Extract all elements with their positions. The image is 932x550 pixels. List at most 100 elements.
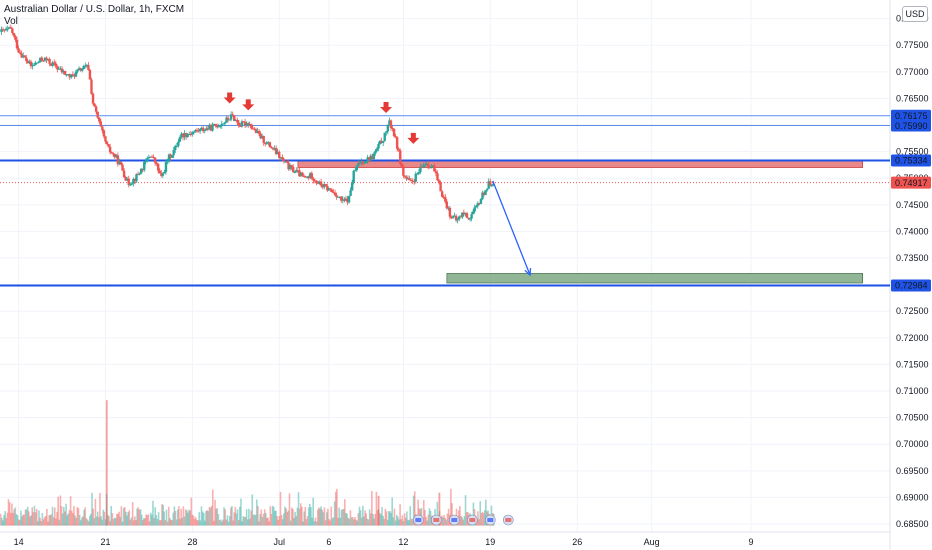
volume-bar — [207, 511, 210, 526]
candle-body — [259, 133, 262, 139]
candle-body — [139, 168, 143, 174]
candle-body — [170, 155, 174, 158]
volume-bar — [170, 519, 172, 526]
volume-bar — [442, 517, 444, 526]
volume-bar — [103, 511, 106, 526]
candle-body — [155, 162, 158, 165]
volume-bar — [258, 521, 260, 526]
volume-bar — [180, 508, 182, 526]
volume-bar — [451, 503, 453, 526]
candle-body — [239, 126, 242, 128]
candle-body — [93, 103, 96, 107]
volume-bar — [313, 521, 316, 526]
symbol-title[interactable]: Australian Dollar / U.S. Dollar, 1h, FXC… — [4, 4, 185, 15]
volume-bar — [2, 520, 4, 526]
current-price-tag: 0.74917 — [895, 178, 928, 188]
candle-body — [107, 144, 110, 147]
volume-bar — [176, 509, 179, 526]
volume-bar — [424, 509, 426, 526]
candle-body — [219, 125, 222, 127]
volume-bar — [272, 506, 275, 526]
volume-bar — [450, 488, 452, 526]
volume-bar — [293, 517, 295, 526]
volume-bar — [224, 509, 226, 526]
candle-body — [14, 35, 17, 40]
candle-body — [360, 160, 363, 164]
candle-body — [39, 57, 42, 62]
candle-body — [198, 128, 202, 132]
volume-bar — [70, 510, 73, 526]
down-arrow-marker[interactable] — [407, 132, 420, 144]
volume-bar — [319, 508, 321, 526]
volume-bar — [199, 520, 202, 526]
candle-body — [309, 173, 312, 179]
candle-body — [395, 137, 399, 149]
candle-body — [164, 162, 168, 172]
volume-bar — [351, 517, 354, 526]
candle-body — [467, 217, 470, 219]
volume-bar — [230, 507, 232, 526]
candle-body — [108, 146, 112, 153]
volume-bar — [269, 506, 272, 526]
volume-bar — [202, 513, 205, 526]
candle-body — [385, 131, 388, 133]
candle-body — [169, 154, 172, 158]
volume-bar — [65, 503, 67, 526]
candle-body — [135, 174, 138, 182]
candle-body — [217, 126, 220, 128]
candle-body — [416, 173, 419, 175]
target-zone[interactable] — [446, 273, 863, 284]
currency-button[interactable]: USD — [902, 6, 928, 22]
volume-bar — [357, 513, 360, 526]
volume-bar — [161, 504, 163, 526]
candle-body — [181, 133, 185, 138]
volume-bar — [350, 517, 353, 526]
volume-indicator-label[interactable]: Vol — [4, 16, 18, 27]
volume-bar — [277, 519, 280, 526]
candle-body — [484, 190, 487, 195]
volume-bar — [297, 492, 300, 526]
volume-bar — [347, 517, 349, 526]
volume-bar — [90, 513, 92, 526]
down-arrow-marker[interactable] — [380, 102, 393, 114]
candle-body — [150, 156, 154, 158]
time-tick-label: 12 — [398, 537, 408, 547]
candle-body — [490, 185, 493, 187]
candle-body — [212, 124, 216, 126]
volume-bar — [49, 514, 52, 526]
down-arrow-marker[interactable] — [242, 99, 255, 111]
volume-bar — [267, 517, 269, 526]
candle-body — [357, 162, 360, 167]
candle-body — [203, 130, 206, 132]
volume-bar — [165, 509, 168, 526]
candle-body — [28, 61, 31, 64]
candle-body — [375, 148, 379, 151]
down-arrow-marker[interactable] — [223, 92, 236, 104]
volume-bar — [340, 509, 343, 526]
candle-body — [285, 161, 289, 163]
level-price-tag: 0.75990 — [895, 121, 928, 131]
volume-bar — [97, 517, 100, 526]
volume-bar — [353, 519, 355, 526]
volume-bar — [175, 519, 178, 526]
price-tick-label: 0.71000 — [896, 386, 929, 396]
volume-bar — [259, 514, 261, 526]
volume-bar — [4, 511, 6, 526]
candle-body — [136, 174, 140, 176]
volume-bar — [197, 520, 199, 526]
volume-bar — [146, 515, 149, 526]
volume-bar — [113, 517, 116, 526]
volume-bar — [148, 521, 151, 526]
volume-bar — [284, 506, 286, 526]
candle-body — [464, 213, 467, 215]
candle-body — [296, 170, 300, 172]
candle-body — [389, 120, 393, 128]
volume-bar — [325, 512, 328, 526]
volume-bar — [390, 512, 392, 526]
volume-bar — [348, 518, 351, 526]
projection-arrow-line[interactable] — [492, 180, 531, 276]
candle-body — [26, 60, 30, 64]
candle-body — [57, 68, 61, 70]
resistance-zone[interactable] — [297, 160, 863, 168]
